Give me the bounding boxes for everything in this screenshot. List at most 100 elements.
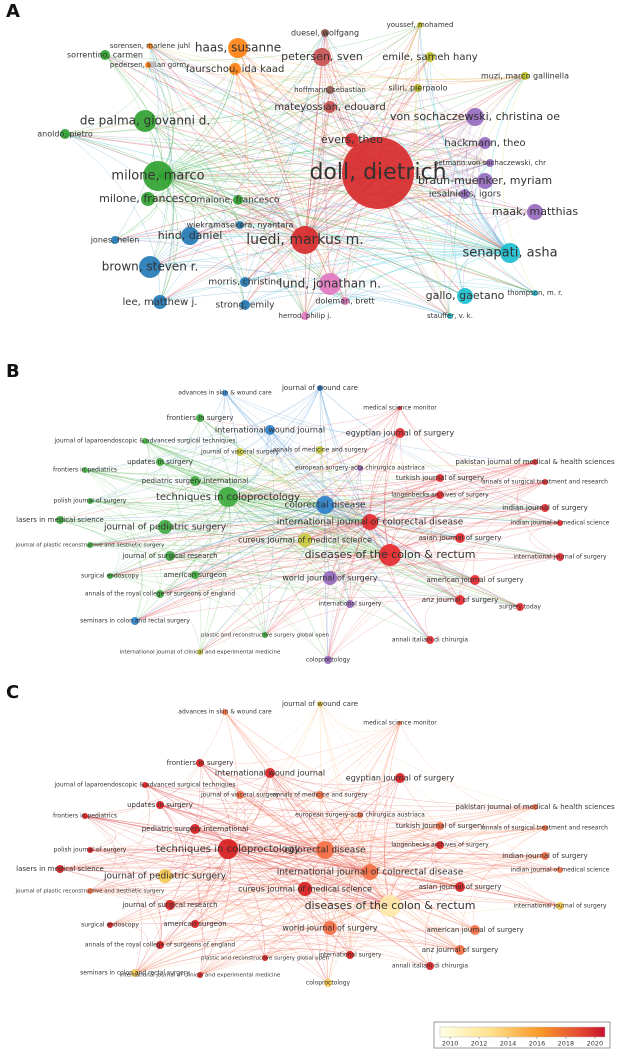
edge xyxy=(399,777,561,907)
node-label: medical science monitor xyxy=(363,720,437,727)
node-label: iesalnieks, igors xyxy=(429,190,502,200)
edge xyxy=(269,772,351,956)
edge xyxy=(164,526,521,608)
edge xyxy=(199,905,391,976)
edge xyxy=(159,587,461,601)
node-label: american surgeon xyxy=(163,920,226,928)
edge xyxy=(234,68,246,201)
edge xyxy=(329,577,521,608)
node xyxy=(190,476,200,486)
panel-letter: B xyxy=(6,361,20,382)
edge xyxy=(319,794,461,888)
edge xyxy=(114,231,306,241)
edge xyxy=(89,794,241,892)
node-label: pakistan journal of medical & health sci… xyxy=(455,803,615,811)
edge xyxy=(237,199,536,294)
edge xyxy=(159,252,511,303)
edge xyxy=(109,924,149,974)
edge xyxy=(84,440,150,471)
edge xyxy=(159,576,331,595)
edge xyxy=(324,722,401,851)
edge xyxy=(459,481,546,601)
edge xyxy=(149,260,246,283)
edge xyxy=(269,772,441,827)
edge xyxy=(199,762,326,851)
node xyxy=(557,867,563,873)
node-label: polish journal of surgery xyxy=(54,847,127,854)
edge xyxy=(224,711,371,873)
edge xyxy=(224,711,561,907)
edge xyxy=(344,281,536,302)
edge xyxy=(159,869,561,946)
edge xyxy=(234,68,331,94)
node xyxy=(477,173,493,189)
edge xyxy=(89,500,329,661)
edge xyxy=(194,480,561,524)
edge xyxy=(479,75,526,164)
edge xyxy=(89,828,196,892)
edge xyxy=(227,496,546,509)
edge xyxy=(319,387,561,524)
edge xyxy=(324,504,476,581)
node-label: advances in skin & wound care xyxy=(178,390,272,397)
edge xyxy=(239,794,371,873)
edge xyxy=(199,762,331,929)
edge xyxy=(227,481,546,498)
edge xyxy=(109,504,326,577)
node-label: annals of the royal college of surgeons … xyxy=(85,591,235,598)
node-label: international surgery xyxy=(319,952,382,959)
edge xyxy=(194,521,371,576)
edge xyxy=(149,45,171,268)
node xyxy=(346,951,354,959)
node xyxy=(460,189,470,199)
edge xyxy=(319,387,351,605)
node xyxy=(324,101,336,113)
edge xyxy=(89,500,326,507)
edge xyxy=(369,521,431,641)
edge xyxy=(159,777,401,806)
edge xyxy=(227,848,431,967)
edge xyxy=(269,772,561,871)
edge xyxy=(414,87,451,317)
node xyxy=(414,84,422,92)
node xyxy=(222,390,228,396)
edge xyxy=(472,827,546,931)
edge xyxy=(159,461,561,558)
edge xyxy=(104,24,421,61)
edge xyxy=(159,804,371,873)
node xyxy=(316,446,324,454)
edge xyxy=(134,762,201,974)
edge xyxy=(389,461,536,556)
edge xyxy=(227,407,401,498)
edge xyxy=(144,784,391,907)
edge xyxy=(369,521,561,558)
edge xyxy=(147,64,175,303)
node-label: hind, daniel xyxy=(158,229,223,242)
node-label: stauffer, v. k. xyxy=(427,312,473,320)
edge xyxy=(194,504,326,576)
edge xyxy=(169,387,321,557)
edge xyxy=(324,504,561,558)
edge xyxy=(109,904,391,926)
node xyxy=(541,852,549,860)
edge xyxy=(224,392,401,435)
edge xyxy=(429,56,526,82)
edge xyxy=(149,45,419,89)
node-label: doll, dietrich xyxy=(309,160,446,185)
edge xyxy=(239,451,371,523)
colorbar-ticks: 2010 2012 2014 2016 2018 2020 xyxy=(442,1037,603,1048)
edge xyxy=(59,504,326,521)
node xyxy=(87,542,93,548)
edge xyxy=(199,762,321,796)
edge xyxy=(324,806,536,851)
edge xyxy=(224,711,461,951)
edge xyxy=(237,47,306,241)
edge xyxy=(194,387,321,576)
edge xyxy=(169,855,546,906)
node-label: wiekramasekera, nyantara xyxy=(187,221,294,230)
node-label: annals of medicine and surgery xyxy=(273,792,368,799)
edge xyxy=(319,449,351,605)
edge xyxy=(227,848,329,984)
edge xyxy=(264,905,561,959)
edge xyxy=(463,211,536,297)
